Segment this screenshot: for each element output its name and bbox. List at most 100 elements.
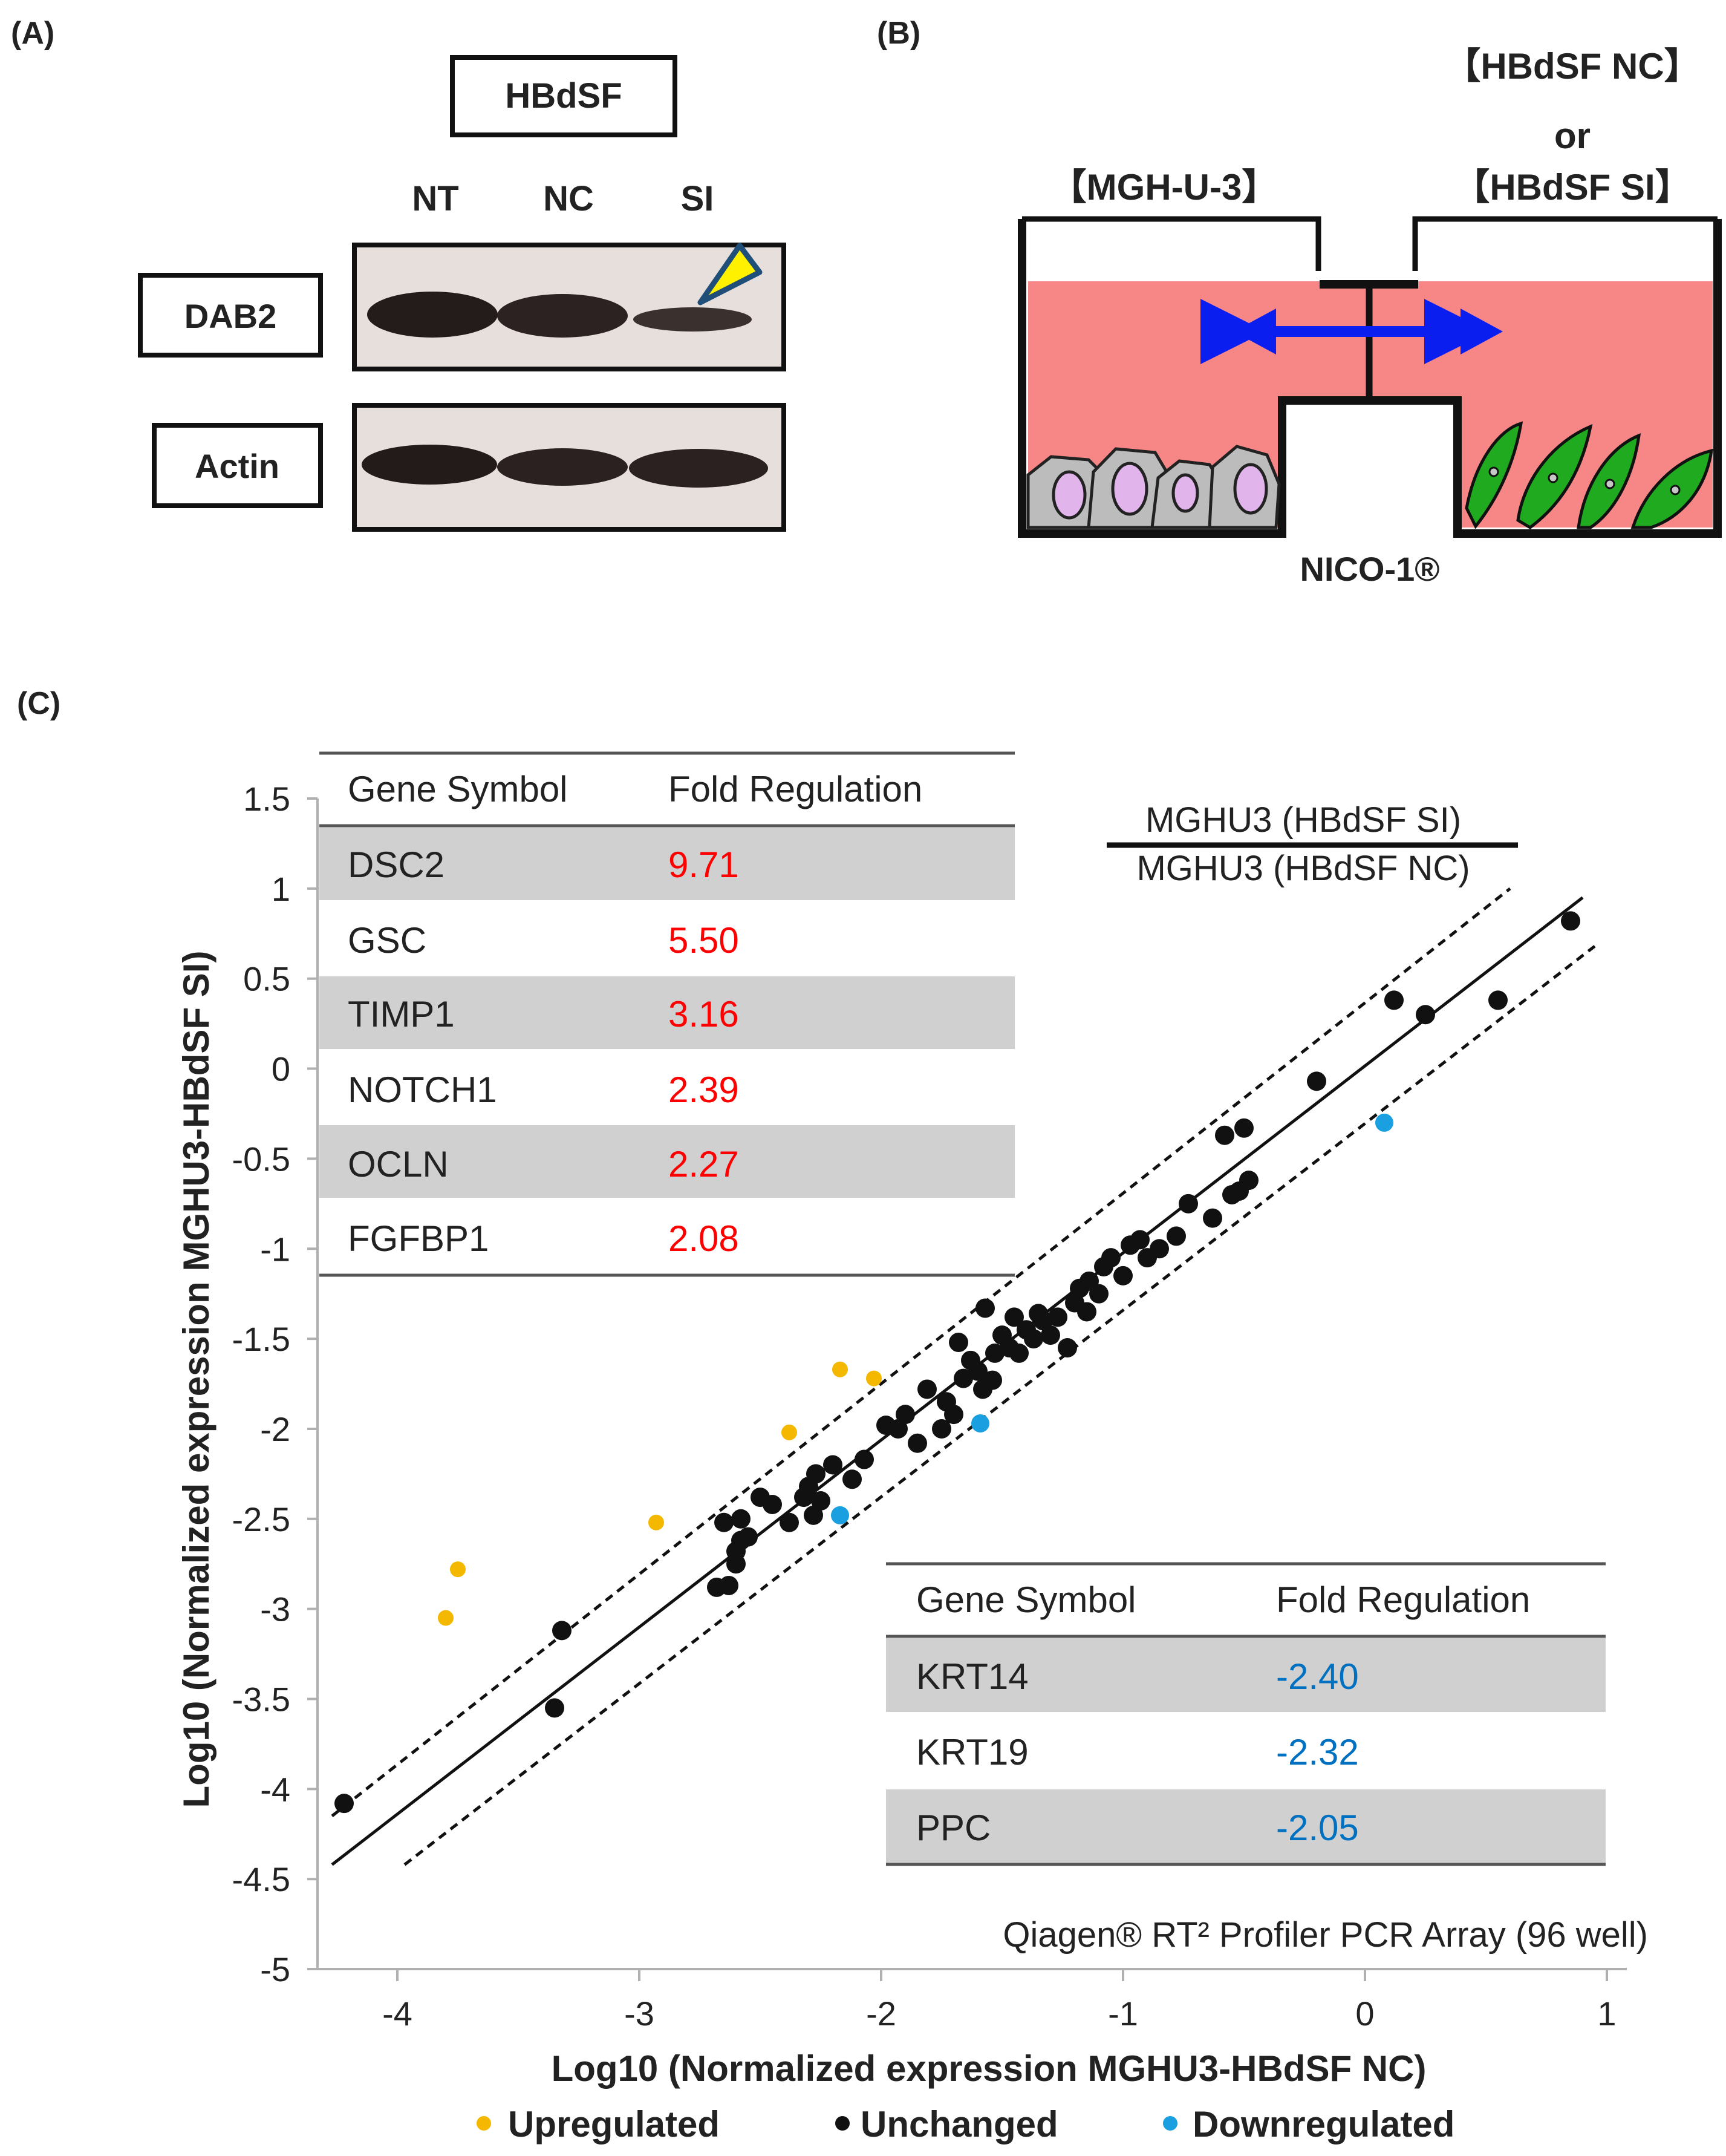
- upregulated-table: Gene Symbol Fold Regulation DSC2 9.71 GS…: [319, 751, 1015, 1277]
- x-tick-label: -4: [382, 1994, 412, 2033]
- data-point-unchanged: [855, 1449, 874, 1469]
- data-point-unchanged: [1384, 990, 1404, 1010]
- legend-label-upregulated: Upregulated: [508, 2104, 720, 2145]
- up-row-gene: DSC2: [348, 844, 445, 885]
- up-row-gene: TIMP1: [348, 994, 455, 1034]
- device-label: NICO-1®: [1300, 550, 1439, 588]
- down-table-row-shade: [886, 1789, 1606, 1863]
- data-point-unchanged: [738, 1527, 758, 1547]
- down-table-row-shade: [886, 1638, 1606, 1712]
- y-axis-ticks: 1.5 1 0.5 0 -0.5 -1 -1.5 -2 -2.5 -3 -3.5 -4 -4.5 -5: [232, 780, 318, 1988]
- x-axis-ticks: -4 -3 -2 -1 0 1: [382, 1969, 1617, 2033]
- data-point-unchanged: [1203, 1208, 1222, 1228]
- data-point-unchanged: [983, 1370, 1002, 1390]
- legend-label-unchanged: Unchanged: [861, 2104, 1058, 2145]
- x-tick-label: -3: [624, 1994, 654, 2033]
- data-point-unchanged: [823, 1455, 842, 1475]
- data-point-unchanged: [949, 1333, 968, 1353]
- x-tick-label: -2: [866, 1994, 896, 2033]
- right-chamber-lid: [1412, 216, 1718, 271]
- actin-band-nc: [497, 448, 628, 486]
- array-note: Qiagen® RT² Profiler PCR Array (96 well): [1003, 1915, 1648, 1955]
- x-tick-label: 1: [1597, 1994, 1616, 2033]
- up-row-fold: 2.08: [668, 1218, 739, 1259]
- lane-label-si: SI: [681, 179, 714, 218]
- left-chamber-lid: [1022, 216, 1321, 271]
- panel-a-label: (A): [11, 16, 54, 51]
- data-point-unchanged: [1307, 1071, 1326, 1091]
- actin-band-nt: [362, 445, 497, 485]
- data-point-unchanged: [1029, 1304, 1048, 1324]
- data-point-downregulated: [971, 1414, 989, 1433]
- fibroblast-nucleus: [1670, 485, 1681, 495]
- up-row-fold: 3.16: [668, 994, 739, 1034]
- y-tick-label: 1.5: [243, 780, 290, 818]
- data-point-upregulated: [648, 1514, 664, 1530]
- data-point-unchanged: [1234, 1118, 1254, 1138]
- up-table-row-shade: [319, 828, 1015, 900]
- data-point-unchanged: [896, 1405, 915, 1425]
- y-tick-label: -1.5: [232, 1320, 291, 1358]
- data-point-unchanged: [944, 1405, 963, 1425]
- panel-a: (A) HBdSF NT NC SI DAB2 Actin: [11, 16, 786, 532]
- data-point-unchanged: [1113, 1266, 1133, 1285]
- down-row-fold: -2.32: [1276, 1732, 1359, 1772]
- legend-marker-upregulated: [477, 2116, 491, 2131]
- hbdsf-cells: [1465, 421, 1714, 530]
- right-chamber-label-top: 【HBdSF NC】: [1444, 46, 1700, 87]
- legend-label-downregulated: Downregulated: [1193, 2104, 1454, 2145]
- data-point-unchanged: [1024, 1329, 1043, 1349]
- data-point-unchanged: [334, 1794, 354, 1814]
- data-point-unchanged: [1058, 1338, 1077, 1357]
- tumor-nucleus: [1052, 470, 1087, 520]
- data-point-unchanged: [545, 1698, 564, 1718]
- x-tick-label: 0: [1355, 1994, 1374, 2033]
- y-axis-title: Log10 (Normalized expression MGHU3-HBdSF…: [176, 951, 217, 1808]
- data-point-downregulated: [1375, 1113, 1393, 1132]
- up-row-fold: 2.27: [668, 1144, 739, 1184]
- up-row-fold: 9.71: [668, 844, 739, 885]
- down-row-gene: KRT19: [916, 1732, 1029, 1772]
- dab2-band-nt: [367, 292, 498, 338]
- reference-line-lower-threshold: [403, 945, 1596, 1866]
- data-point-upregulated: [438, 1610, 454, 1626]
- data-point-unchanged: [1167, 1226, 1186, 1246]
- actin-label: Actin: [195, 447, 279, 485]
- dab2-band-nc: [497, 294, 628, 338]
- up-row-fold: 2.39: [668, 1070, 739, 1110]
- data-point-unchanged: [932, 1419, 951, 1439]
- data-point-unchanged: [908, 1433, 927, 1453]
- data-point-unchanged: [1150, 1239, 1169, 1259]
- x-tick-label: -1: [1108, 1994, 1138, 2033]
- data-point-unchanged: [719, 1575, 738, 1595]
- y-tick-label: 0.5: [243, 960, 290, 998]
- exchange-arrow-left-head-icon: [1234, 309, 1276, 354]
- data-point-unchanged: [1101, 1248, 1121, 1268]
- down-table-header-gene: Gene Symbol: [916, 1579, 1136, 1620]
- dab2-label-box: [138, 273, 323, 358]
- knockdown-arrowhead-icon: [697, 243, 763, 305]
- dab2-label: DAB2: [184, 297, 276, 335]
- data-point-unchanged: [763, 1494, 782, 1514]
- data-point-unchanged: [1089, 1284, 1109, 1304]
- data-point-upregulated: [866, 1370, 882, 1387]
- y-tick-label: -2.5: [232, 1500, 291, 1538]
- y-tick-label: -0.5: [232, 1140, 291, 1178]
- up-row-gene: NOTCH1: [348, 1070, 497, 1110]
- y-tick-label: -5: [260, 1950, 290, 1988]
- cell-line-box: [450, 55, 677, 137]
- legend-marker-downregulated: [1163, 2116, 1177, 2131]
- data-points: [334, 911, 1580, 1814]
- panel-b-label: (B): [877, 16, 920, 51]
- data-point-unchanged: [806, 1464, 826, 1484]
- y-tick-label: -2: [260, 1410, 290, 1448]
- data-point-unchanged: [811, 1491, 830, 1511]
- right-chamber-label-or: or: [1554, 116, 1591, 156]
- ratio-denominator: MGHU3 (HBdSF NC): [1136, 849, 1470, 888]
- fibroblast-nucleus: [1604, 479, 1615, 489]
- actin-label-box: [152, 423, 323, 508]
- data-point-unchanged: [714, 1512, 734, 1532]
- data-point-unchanged: [780, 1512, 799, 1532]
- down-row-fold: -2.05: [1276, 1808, 1359, 1848]
